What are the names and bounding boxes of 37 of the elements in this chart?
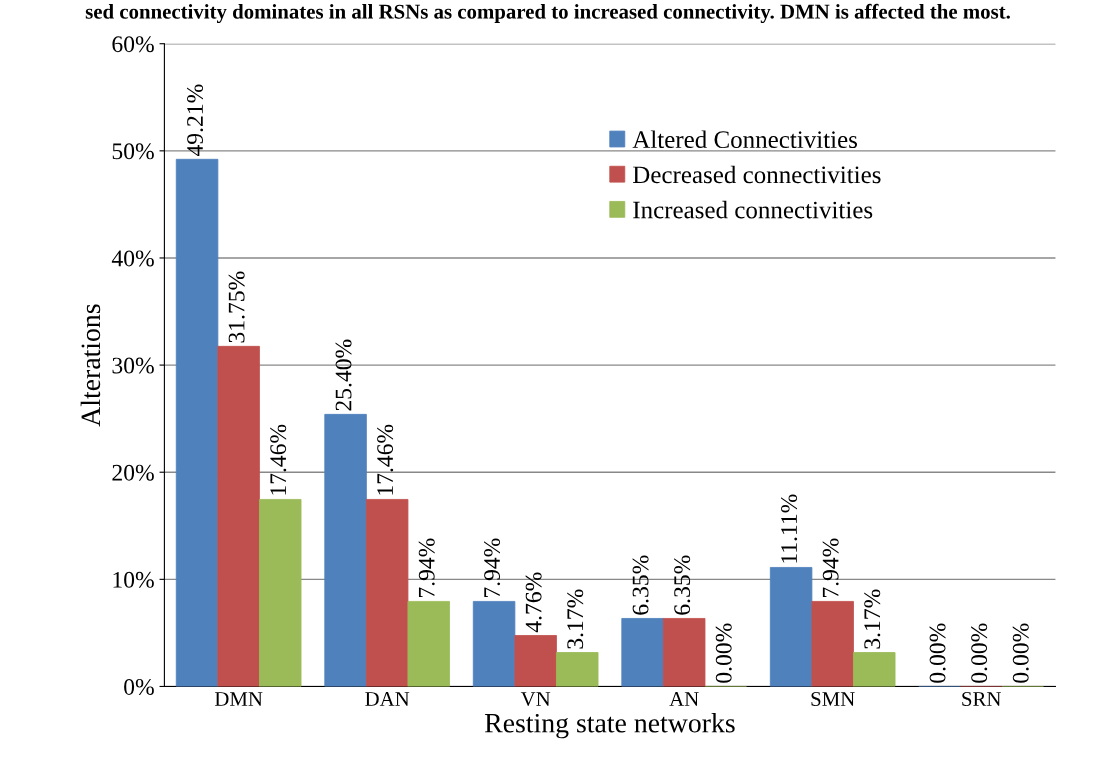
data-label: 25.40% — [335, 339, 352, 411]
data-label: 31.75% — [228, 271, 245, 343]
y-tick-label: 40% — [111, 250, 154, 267]
y-tick-label: 30% — [112, 357, 154, 374]
y-tick-label: 10% — [113, 571, 154, 588]
data-label: 0.00% — [929, 623, 946, 683]
x-tick-label: AN — [669, 692, 699, 706]
data-label: 17.46% — [377, 424, 394, 495]
data-label: 17.46% — [270, 424, 287, 495]
x-tick-label: DMN — [214, 692, 263, 706]
data-label: 7.94% — [484, 538, 501, 598]
data-label: 6.35% — [674, 555, 691, 615]
x-tick-label: DAN — [365, 692, 410, 706]
y-tick-label: 0% — [124, 678, 154, 695]
data-label: 7.94% — [418, 538, 435, 598]
chart-title: sed connectivity dominates in all RSNs as compared to increased connectivity. DMN is affected the most. — [85, 3, 1010, 23]
legend-label: Altered Connectivities — [632, 130, 857, 149]
data-label: 6.35% — [632, 555, 649, 615]
data-label: 0.00% — [971, 623, 988, 683]
legend-label: Decreased connectivities — [632, 165, 881, 184]
data-label: 4.76% — [525, 572, 542, 633]
data-label: 3.17% — [864, 589, 881, 649]
data-label: 49.21% — [187, 84, 204, 157]
x-tick-label: VN — [520, 692, 551, 707]
legend-label: Increased connectivities — [633, 200, 873, 219]
x-tick-label: SMN — [811, 691, 855, 706]
y-tick-label: 20% — [112, 464, 154, 481]
x-axis-title: Resting state networks — [484, 713, 735, 739]
y-tick-label: 50% — [112, 143, 154, 160]
data-label: 11.11% — [781, 494, 798, 563]
x-tick-label: SRN — [962, 691, 1001, 706]
data-label: 0.00% — [715, 623, 732, 683]
data-label: 3.17% — [567, 589, 584, 649]
data-label: 7.94% — [822, 538, 839, 598]
data-label: 0.00% — [1012, 623, 1029, 683]
y-axis-title: Alterations — [80, 304, 101, 427]
y-tick-label: 60% — [112, 36, 154, 53]
